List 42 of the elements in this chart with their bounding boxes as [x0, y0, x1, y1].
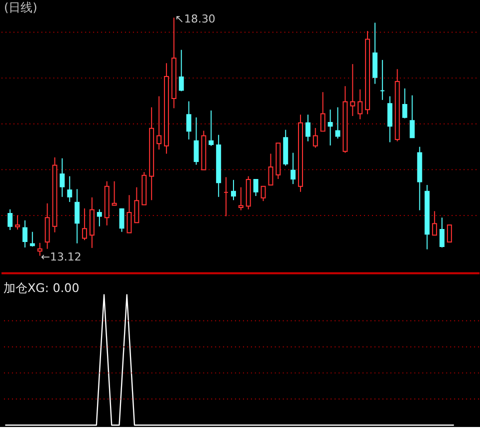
candlestick: [358, 88, 363, 120]
candlestick: [134, 186, 140, 224]
candlestick: [208, 110, 214, 146]
chart-title: 加仓XG: 0.00: [3, 281, 80, 296]
candlestick: [432, 210, 438, 236]
candlestick: [30, 231, 35, 248]
candlestick: [178, 49, 184, 92]
candlestick: [15, 214, 20, 230]
candlestick: [37, 242, 42, 256]
candlestick: [82, 208, 88, 241]
candlestick: [402, 88, 408, 119]
candlestick: [194, 116, 199, 166]
candlestick: [328, 109, 333, 146]
candlestick: [119, 208, 124, 232]
annotation: ↖18.30: [174, 12, 216, 26]
candlestick: [60, 158, 65, 198]
candlestick: [260, 186, 266, 202]
candlestick: [96, 208, 102, 227]
candlestick: [156, 96, 162, 150]
annotation: ←13.12: [40, 250, 82, 264]
candlestick: [112, 180, 117, 206]
candlestick: [350, 64, 356, 117]
candlestick: [410, 94, 415, 138]
candlestick: [126, 194, 132, 234]
candlestick: [230, 179, 236, 201]
candlestick: [238, 186, 244, 211]
candlestick: [268, 153, 274, 186]
candlestick: [320, 92, 326, 132]
chart-title: (日线): [4, 0, 38, 15]
candlestick: [8, 208, 13, 231]
candlestick: [74, 188, 80, 244]
candlestick: [67, 176, 72, 202]
candlestick: [440, 217, 444, 248]
candlestick: [312, 127, 318, 148]
candlestick: [186, 100, 192, 140]
candlestick: [335, 106, 340, 140]
candlestick: [446, 224, 452, 242]
candlestick: [253, 178, 258, 196]
candlestick: [305, 114, 310, 142]
candlestick: [387, 96, 392, 143]
candlestick: [22, 220, 28, 248]
candlestick: [290, 152, 296, 185]
